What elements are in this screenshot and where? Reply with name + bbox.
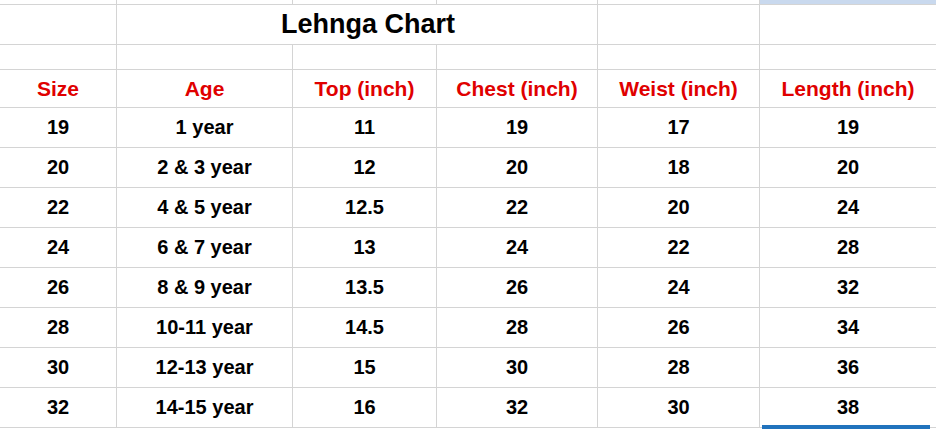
table-cell[interactable]: 26 (598, 308, 760, 347)
table-cell[interactable]: 34 (760, 308, 936, 347)
table-cell[interactable]: 28 (760, 228, 936, 267)
table-row: 3012-13 year15302836 (0, 348, 936, 388)
table-cell[interactable]: 17 (598, 108, 760, 147)
table-cell[interactable]: 24 (0, 228, 117, 267)
table-cell[interactable]: 6 & 7 year (117, 228, 293, 267)
table-cell[interactable]: 24 (598, 268, 760, 307)
table-cell[interactable]: 2 & 3 year (117, 148, 293, 187)
grid-cell[interactable] (117, 5, 293, 44)
table-cell[interactable]: 28 (598, 348, 760, 387)
sheet-title: Lehnga Chart (271, 5, 465, 44)
table-cell[interactable]: 30 (437, 348, 598, 387)
table-cell[interactable]: 13 (293, 228, 437, 267)
table-cell[interactable]: 20 (598, 188, 760, 227)
selection-fill-cell[interactable] (760, 0, 936, 4)
column-header-top[interactable]: Top (inch) (293, 70, 437, 107)
table-cell[interactable]: 18 (598, 148, 760, 187)
grid-cell[interactable] (0, 0, 117, 4)
table-row: 224 & 5 year12.5222024 (0, 188, 936, 228)
table-cell[interactable]: 26 (437, 268, 598, 307)
table-cell[interactable]: 15 (293, 348, 437, 387)
table-cell[interactable]: 12 (293, 148, 437, 187)
table-cell[interactable]: 32 (437, 388, 598, 427)
table-cell[interactable]: 11 (293, 108, 437, 147)
column-header-age[interactable]: Age (117, 70, 293, 107)
table-cell[interactable]: 24 (760, 188, 936, 227)
table-cell[interactable]: 28 (0, 308, 117, 347)
table-cell[interactable]: 14-15 year (117, 388, 293, 427)
column-header-length[interactable]: Length (inch) (760, 70, 936, 107)
table-cell[interactable]: 22 (0, 188, 117, 227)
column-header-chest[interactable]: Chest (inch) (437, 70, 598, 107)
table-cell[interactable]: 28 (437, 308, 598, 347)
grid-cell[interactable] (0, 5, 117, 44)
table-row: 202 & 3 year12201820 (0, 148, 936, 188)
table-cell[interactable]: 14.5 (293, 308, 437, 347)
grid-cell[interactable] (0, 45, 117, 69)
table-cell[interactable]: 12-13 year (117, 348, 293, 387)
grid-cell[interactable] (437, 0, 598, 4)
header-row: Size Age Top (inch) Chest (inch) Weist (… (0, 70, 936, 108)
table-cell[interactable]: 4 & 5 year (117, 188, 293, 227)
table-cell[interactable]: 30 (598, 388, 760, 427)
table-cell[interactable]: 19 (0, 108, 117, 147)
column-header-size[interactable]: Size (0, 70, 117, 107)
table-row: 2810-11 year14.5282634 (0, 308, 936, 348)
table-cell[interactable]: 24 (437, 228, 598, 267)
spreadsheet-grid: Lehnga Chart Size Age Top (inch) Chest (… (0, 0, 936, 429)
spacer-row (0, 45, 936, 70)
grid-cell[interactable] (437, 45, 598, 69)
grid-cell[interactable] (598, 5, 760, 44)
table-cell[interactable]: 38 (760, 388, 936, 427)
grid-cell[interactable] (293, 0, 437, 4)
grid-cell[interactable] (117, 0, 293, 4)
table-cell[interactable]: 20 (760, 148, 936, 187)
table-row: 246 & 7 year13242228 (0, 228, 936, 268)
table-cell[interactable]: 1 year (117, 108, 293, 147)
table-cell[interactable]: 20 (437, 148, 598, 187)
table-cell[interactable]: 19 (437, 108, 598, 147)
column-header-weist[interactable]: Weist (inch) (598, 70, 760, 107)
table-cell[interactable]: 20 (0, 148, 117, 187)
table-cell[interactable]: 12.5 (293, 188, 437, 227)
table-cell[interactable]: 8 & 9 year (117, 268, 293, 307)
table-row: 191 year11191719 (0, 108, 936, 148)
table-body: 191 year11191719202 & 3 year12201820224 … (0, 108, 936, 428)
table-cell[interactable]: 22 (437, 188, 598, 227)
grid-cell[interactable] (598, 0, 760, 4)
table-cell[interactable]: 36 (760, 348, 936, 387)
grid-cell[interactable] (760, 45, 936, 69)
grid-cell[interactable] (760, 5, 936, 44)
table-row: 3214-15 year16323038 (0, 388, 936, 428)
table-cell[interactable]: 32 (0, 388, 117, 427)
table-cell[interactable]: 10-11 year (117, 308, 293, 347)
grid-cell[interactable] (117, 45, 293, 69)
table-cell[interactable]: 30 (0, 348, 117, 387)
table-cell[interactable]: 22 (598, 228, 760, 267)
table-cell[interactable]: 32 (760, 268, 936, 307)
title-row: Lehnga Chart (0, 5, 936, 45)
table-row: 268 & 9 year13.5262432 (0, 268, 936, 308)
grid-cell[interactable] (293, 45, 437, 69)
table-cell[interactable]: 13.5 (293, 268, 437, 307)
table-cell[interactable]: 16 (293, 388, 437, 427)
table-cell[interactable]: 26 (0, 268, 117, 307)
table-cell[interactable]: 19 (760, 108, 936, 147)
grid-cell[interactable] (598, 45, 760, 69)
selection-border-bottom (762, 425, 930, 429)
